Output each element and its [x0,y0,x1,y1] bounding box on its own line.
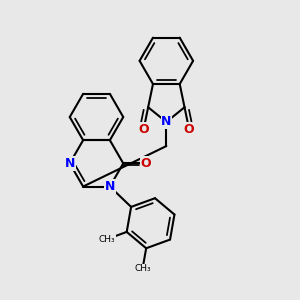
Text: O: O [138,123,149,136]
Text: O: O [184,123,194,136]
Text: N: N [161,116,172,128]
Text: O: O [141,157,151,170]
Text: CH₃: CH₃ [99,235,116,244]
Text: CH₃: CH₃ [134,264,151,273]
Text: N: N [64,157,75,170]
Text: N: N [105,180,115,193]
